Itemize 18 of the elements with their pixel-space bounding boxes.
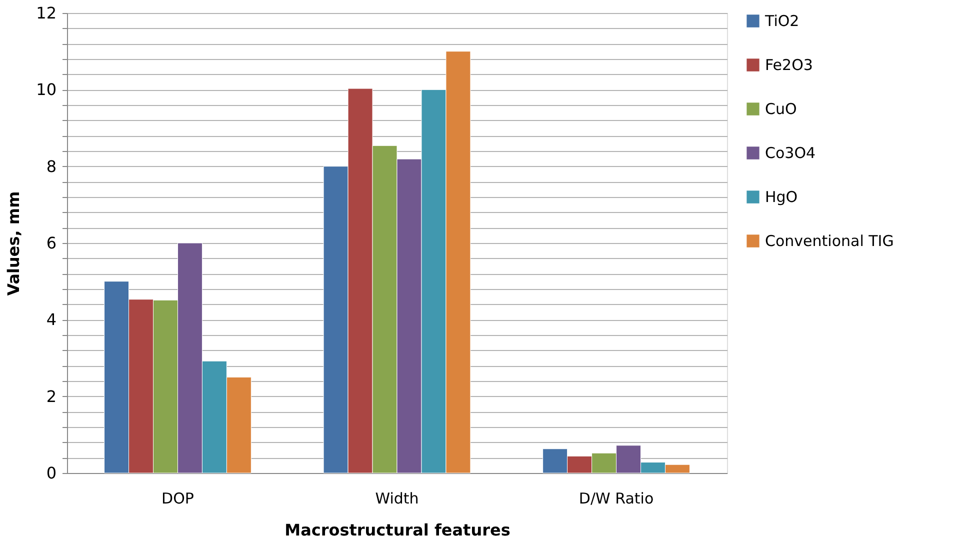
legend-label: Co3O4: [765, 144, 816, 162]
y-axis-title: Values, mm: [4, 191, 24, 296]
legend-label: CuO: [765, 100, 797, 118]
legend-label: Fe2O3: [765, 56, 813, 74]
y-tick-label: 0: [46, 464, 56, 482]
x-tick-label: D/W Ratio: [578, 490, 654, 508]
y-tick-label: 8: [46, 156, 56, 176]
x-axis-title: Macrostructural features: [284, 520, 510, 540]
x-tick-label: Width: [375, 490, 419, 508]
legend-label: TiO2: [764, 12, 800, 30]
y-tick-label: 12: [36, 4, 56, 22]
y-tick-label: 2: [46, 386, 56, 406]
y-tick-label: 6: [46, 234, 56, 252]
y-tick-label: 4: [46, 310, 56, 330]
legend-label: HgO: [765, 188, 798, 206]
legend-label: Conventional TIG: [765, 232, 894, 250]
y-tick-label: 10: [36, 80, 56, 100]
x-tick-label: DOP: [162, 490, 194, 508]
